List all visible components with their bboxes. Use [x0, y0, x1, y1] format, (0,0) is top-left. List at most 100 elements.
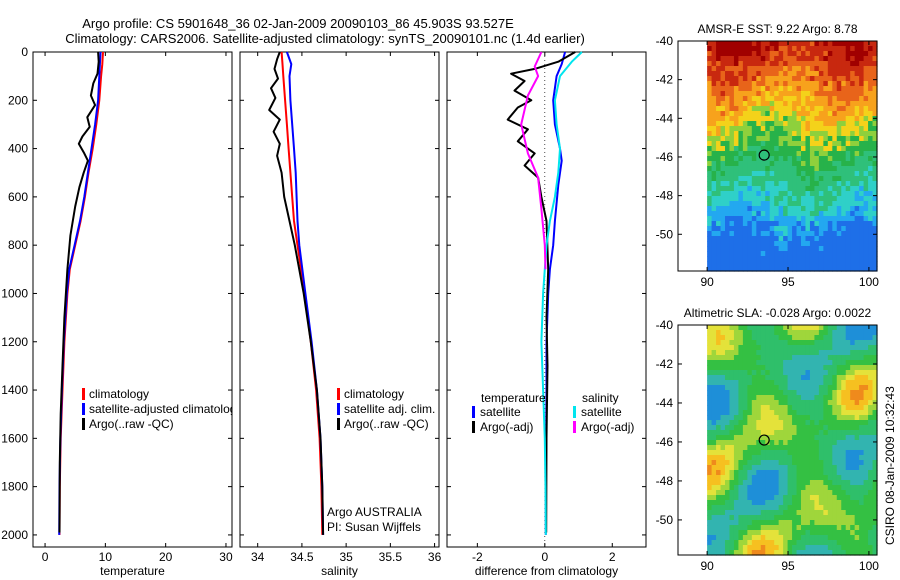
heatmap-cell: [854, 475, 860, 481]
heatmap-cell: [787, 41, 793, 47]
heatmap-cell: [792, 196, 798, 202]
heatmap-cell: [809, 445, 816, 451]
heatmap-cell: [868, 425, 874, 431]
heatmap-cell: [760, 216, 766, 222]
heatmap-cell: [774, 430, 780, 436]
heatmap-cell: [720, 131, 726, 137]
heatmap-cell: [787, 206, 793, 212]
heatmap-cell: [845, 380, 851, 386]
heatmap-cell: [796, 510, 802, 516]
heatmap-cell: [792, 540, 798, 546]
sst-map-xtick-label: 90: [700, 275, 714, 289]
heatmap-cell: [725, 535, 731, 541]
heatmap-cell: [765, 410, 771, 416]
heatmap-cell: [720, 405, 726, 411]
heatmap-cell: [805, 410, 811, 416]
heatmap-cell: [742, 550, 748, 556]
heatmap-cell: [778, 221, 784, 227]
heatmap-cell: [729, 360, 735, 366]
heatmap-cell: [814, 141, 820, 147]
heatmap-cell: [809, 266, 816, 272]
heatmap-cell: [832, 116, 838, 122]
heatmap-cell: [872, 365, 878, 371]
heatmap-cell: [792, 56, 798, 62]
heatmap-cell: [760, 96, 766, 102]
heatmap-cell: [845, 360, 851, 366]
sla-map-ytick-label: -44: [656, 396, 674, 410]
sla-map-heatmap-cells: [707, 325, 878, 556]
heatmap-cell: [760, 490, 766, 496]
heatmap-cell: [725, 91, 731, 97]
heatmap-cell: [707, 395, 713, 401]
heatmap-cell: [765, 146, 771, 152]
heatmap-cell: [751, 226, 757, 232]
heatmap-cell: [733, 375, 740, 381]
heatmap-cell: [756, 360, 762, 366]
heatmap-cell: [778, 66, 784, 72]
heatmap-cell: [751, 470, 757, 476]
heatmap-cell: [711, 176, 717, 182]
sst-map-ytick-label: -44: [656, 111, 674, 125]
heatmap-cell: [787, 246, 793, 252]
heatmap-cell: [845, 226, 851, 232]
heatmap-cell: [854, 191, 860, 197]
heatmap-cell: [805, 500, 811, 506]
heatmap-cell: [742, 246, 748, 252]
heatmap-cell: [747, 166, 753, 172]
heatmap-cell: [801, 226, 807, 232]
heatmap-cell: [841, 176, 847, 182]
heatmap-cell: [738, 201, 744, 207]
heatmap-cell: [778, 176, 784, 182]
heatmap-cell: [738, 191, 744, 197]
heatmap-cell: [725, 515, 731, 521]
heatmap-cell: [716, 181, 722, 187]
heatmap-cell: [751, 191, 757, 197]
heatmap-cell: [738, 325, 744, 331]
heatmap-cell: [801, 495, 807, 501]
heatmap-cell: [801, 191, 807, 197]
heatmap-cell: [841, 236, 847, 242]
heatmap-cell: [805, 81, 811, 87]
heatmap-cell: [733, 171, 740, 177]
heatmap-cell: [836, 455, 842, 461]
heatmap-cell: [760, 226, 766, 232]
heatmap-cell: [742, 81, 748, 87]
heatmap-cell: [832, 221, 838, 227]
heatmap-cell: [778, 480, 784, 486]
heatmap-cell: [827, 480, 833, 486]
heatmap-cell: [742, 196, 748, 202]
heatmap-cell: [774, 171, 780, 177]
heatmap-cell: [868, 540, 874, 546]
heatmap-cell: [872, 420, 878, 426]
heatmap-cell: [792, 86, 798, 92]
heatmap-cell: [827, 151, 833, 157]
heatmap-cell: [805, 56, 811, 62]
heatmap-cell: [716, 525, 722, 531]
heatmap-cell: [850, 510, 856, 516]
heatmap-cell: [765, 405, 771, 411]
heatmap-cell: [707, 360, 713, 366]
heatmap-cell: [836, 126, 842, 132]
heatmap-cell: [792, 535, 798, 541]
heatmap-cell: [836, 246, 842, 252]
heatmap-cell: [751, 370, 757, 376]
heatmap-cell: [859, 81, 865, 87]
heatmap-cell: [827, 221, 833, 227]
heatmap-cell: [827, 156, 833, 162]
heatmap-cell: [751, 201, 757, 207]
heatmap-cell: [720, 196, 726, 202]
heatmap-cell: [760, 76, 766, 82]
heatmap-cell: [725, 380, 731, 386]
heatmap-cell: [769, 46, 775, 52]
heatmap-cell: [747, 475, 753, 481]
heatmap-cell: [720, 450, 726, 456]
heatmap-cell: [774, 535, 780, 541]
heatmap-cell: [832, 330, 838, 336]
heatmap-cell: [742, 410, 748, 416]
heatmap-cell: [814, 350, 820, 356]
heatmap-cell: [783, 425, 789, 431]
heatmap-cell: [841, 345, 847, 351]
heatmap-cell: [733, 96, 740, 102]
heatmap-cell: [809, 435, 816, 441]
heatmap-cell: [863, 410, 869, 416]
